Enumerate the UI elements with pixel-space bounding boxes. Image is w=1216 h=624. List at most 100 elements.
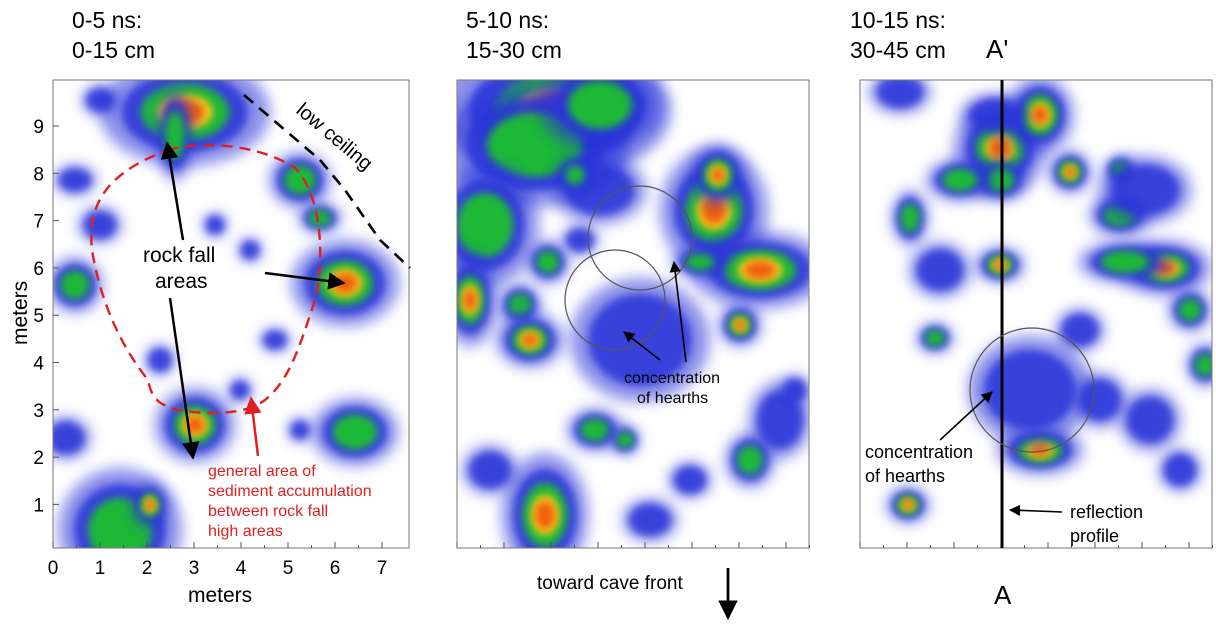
anomaly-blob — [287, 417, 313, 443]
low-ceiling-line — [243, 94, 411, 269]
reflection-arrow — [1008, 504, 1063, 516]
anomaly-blob — [869, 80, 931, 114]
y-tick-label: 7 — [33, 212, 44, 233]
anomaly-blob — [968, 335, 1092, 445]
sediment-label-line2: sediment accumulation — [208, 483, 372, 500]
anomaly-blob — [690, 144, 746, 206]
reflection-label-line2: profile — [1070, 526, 1119, 546]
anomaly-blob — [237, 237, 263, 263]
anomaly-blob — [1168, 288, 1212, 332]
panel-2-hearths-line1: concentration — [624, 370, 720, 387]
panel-1-frame — [52, 79, 410, 549]
panel-3: 10-15 ns: 30-45 cm A' A concentration of… — [850, 7, 1213, 610]
x-tick-label: 4 — [236, 558, 247, 579]
y-tick-label: 4 — [33, 354, 44, 375]
anomaly-blob — [495, 312, 565, 368]
anomaly-blob — [202, 212, 228, 238]
anomaly-blob — [78, 206, 122, 244]
anomaly-blob — [58, 468, 182, 548]
toward-cave-front-label: toward cave front — [537, 573, 683, 594]
panel-2-title-line1: 5-10 ns: — [466, 7, 549, 33]
sediment-arrow — [244, 396, 262, 457]
panel-1: 0-5 ns: 0-15 cm meters meters 0 1 2 3 4 5 6 7 9… — [9, 7, 411, 607]
anomaly-blob — [144, 344, 176, 376]
panel-1-ylabel: meters — [9, 281, 32, 345]
anomaly-blob — [259, 327, 291, 353]
panel-3-title-line2: 30-45 cm — [850, 37, 946, 63]
panel-1-title-line2: 0-15 cm — [72, 37, 155, 63]
anomaly-blob — [131, 481, 169, 529]
anomaly-blob — [538, 80, 662, 152]
anomaly-blob — [1005, 80, 1075, 154]
anomaly-blob — [725, 432, 775, 488]
anomaly-blob — [457, 163, 540, 287]
anomaly-blob — [81, 84, 119, 116]
anomaly-blob — [668, 461, 712, 499]
y-tick-label: 9 — [33, 117, 44, 138]
anomaly-blob — [1098, 155, 1192, 225]
anomaly-blob — [156, 88, 194, 182]
anomaly-blob — [1072, 372, 1128, 428]
panel-3-title-line1: 10-15 ns: — [850, 7, 946, 33]
anomaly-blob — [779, 374, 809, 406]
anomaly-blob — [501, 453, 589, 548]
reflection-label-line1: reflection — [1070, 502, 1143, 522]
y-tick-label: 1 — [33, 495, 44, 516]
panel-1-y-ticks: 9 8 7 6 5 4 3 2 1 — [33, 117, 59, 516]
y-tick-label: 8 — [33, 164, 44, 185]
panel-2-x-ticks — [456, 542, 810, 548]
anomaly-blob — [290, 239, 400, 327]
panel-2-title-line2: 15-30 cm — [466, 37, 562, 63]
y-tick-label: 2 — [33, 448, 44, 469]
rock-fall-label-line1: rock fall — [143, 244, 215, 267]
anomaly-blob — [1078, 240, 1172, 284]
anomaly-blob — [1158, 448, 1202, 492]
anomaly-blob — [690, 231, 809, 309]
x-tick-label: 0 — [48, 558, 59, 579]
x-tick-label: 7 — [377, 558, 388, 579]
anomaly-blob — [53, 257, 103, 313]
anomaly-blob — [891, 190, 929, 246]
rock-fall-label-line2: areas — [155, 270, 208, 293]
panel-2-hearths-line2: of hearths — [637, 390, 708, 407]
panel-1-title-line1: 0-5 ns: — [72, 7, 142, 33]
anomaly-blob — [311, 397, 399, 467]
hearth-circle-panel-3 — [969, 327, 1095, 453]
anomaly-blob — [53, 416, 91, 460]
anomaly-blob — [53, 164, 97, 196]
anomaly-blob — [154, 387, 236, 463]
sediment-label-line3: between rock fall — [208, 503, 328, 520]
panel-3-x-ticks — [859, 542, 1213, 548]
anomaly-blob — [1119, 389, 1181, 451]
panel-2-heatmap — [457, 80, 809, 548]
panel-1-x-ticks: 0 1 2 3 4 5 6 7 — [48, 542, 388, 579]
hearth-circle-lower — [564, 249, 666, 351]
anomaly-blob — [457, 253, 498, 347]
anomaly-blob — [227, 377, 253, 403]
y-tick-label: 6 — [33, 259, 44, 280]
anomaly-blob — [909, 242, 971, 298]
profile-label-a-prime: A' — [986, 34, 1008, 64]
anomaly-blob — [622, 498, 678, 542]
anomaly-blob — [526, 240, 570, 284]
anomaly-blob — [570, 278, 710, 402]
anomaly-blob — [925, 158, 995, 202]
anomaly-blob — [269, 152, 331, 208]
anomaly-blob — [916, 322, 954, 354]
x-tick-label: 6 — [330, 558, 341, 579]
panel-3-frame — [859, 79, 1213, 549]
anomaly-blob — [975, 246, 1025, 284]
panel-3-hearths-line2: of hearths — [865, 466, 945, 486]
y-tick-label: 3 — [33, 401, 44, 422]
sediment-label-line1: general area of — [208, 463, 316, 480]
rock-fall-arrow-right — [264, 271, 346, 290]
x-tick-label: 3 — [189, 558, 200, 579]
panel-1-xlabel: meters — [188, 584, 252, 607]
panel-3-hearth-arrow — [939, 391, 993, 441]
x-tick-label: 5 — [283, 558, 294, 579]
anomaly-blob — [567, 408, 623, 452]
panel-3-heatmap — [860, 80, 1212, 548]
anomaly-blob — [556, 156, 594, 194]
anomaly-blob — [462, 445, 518, 495]
